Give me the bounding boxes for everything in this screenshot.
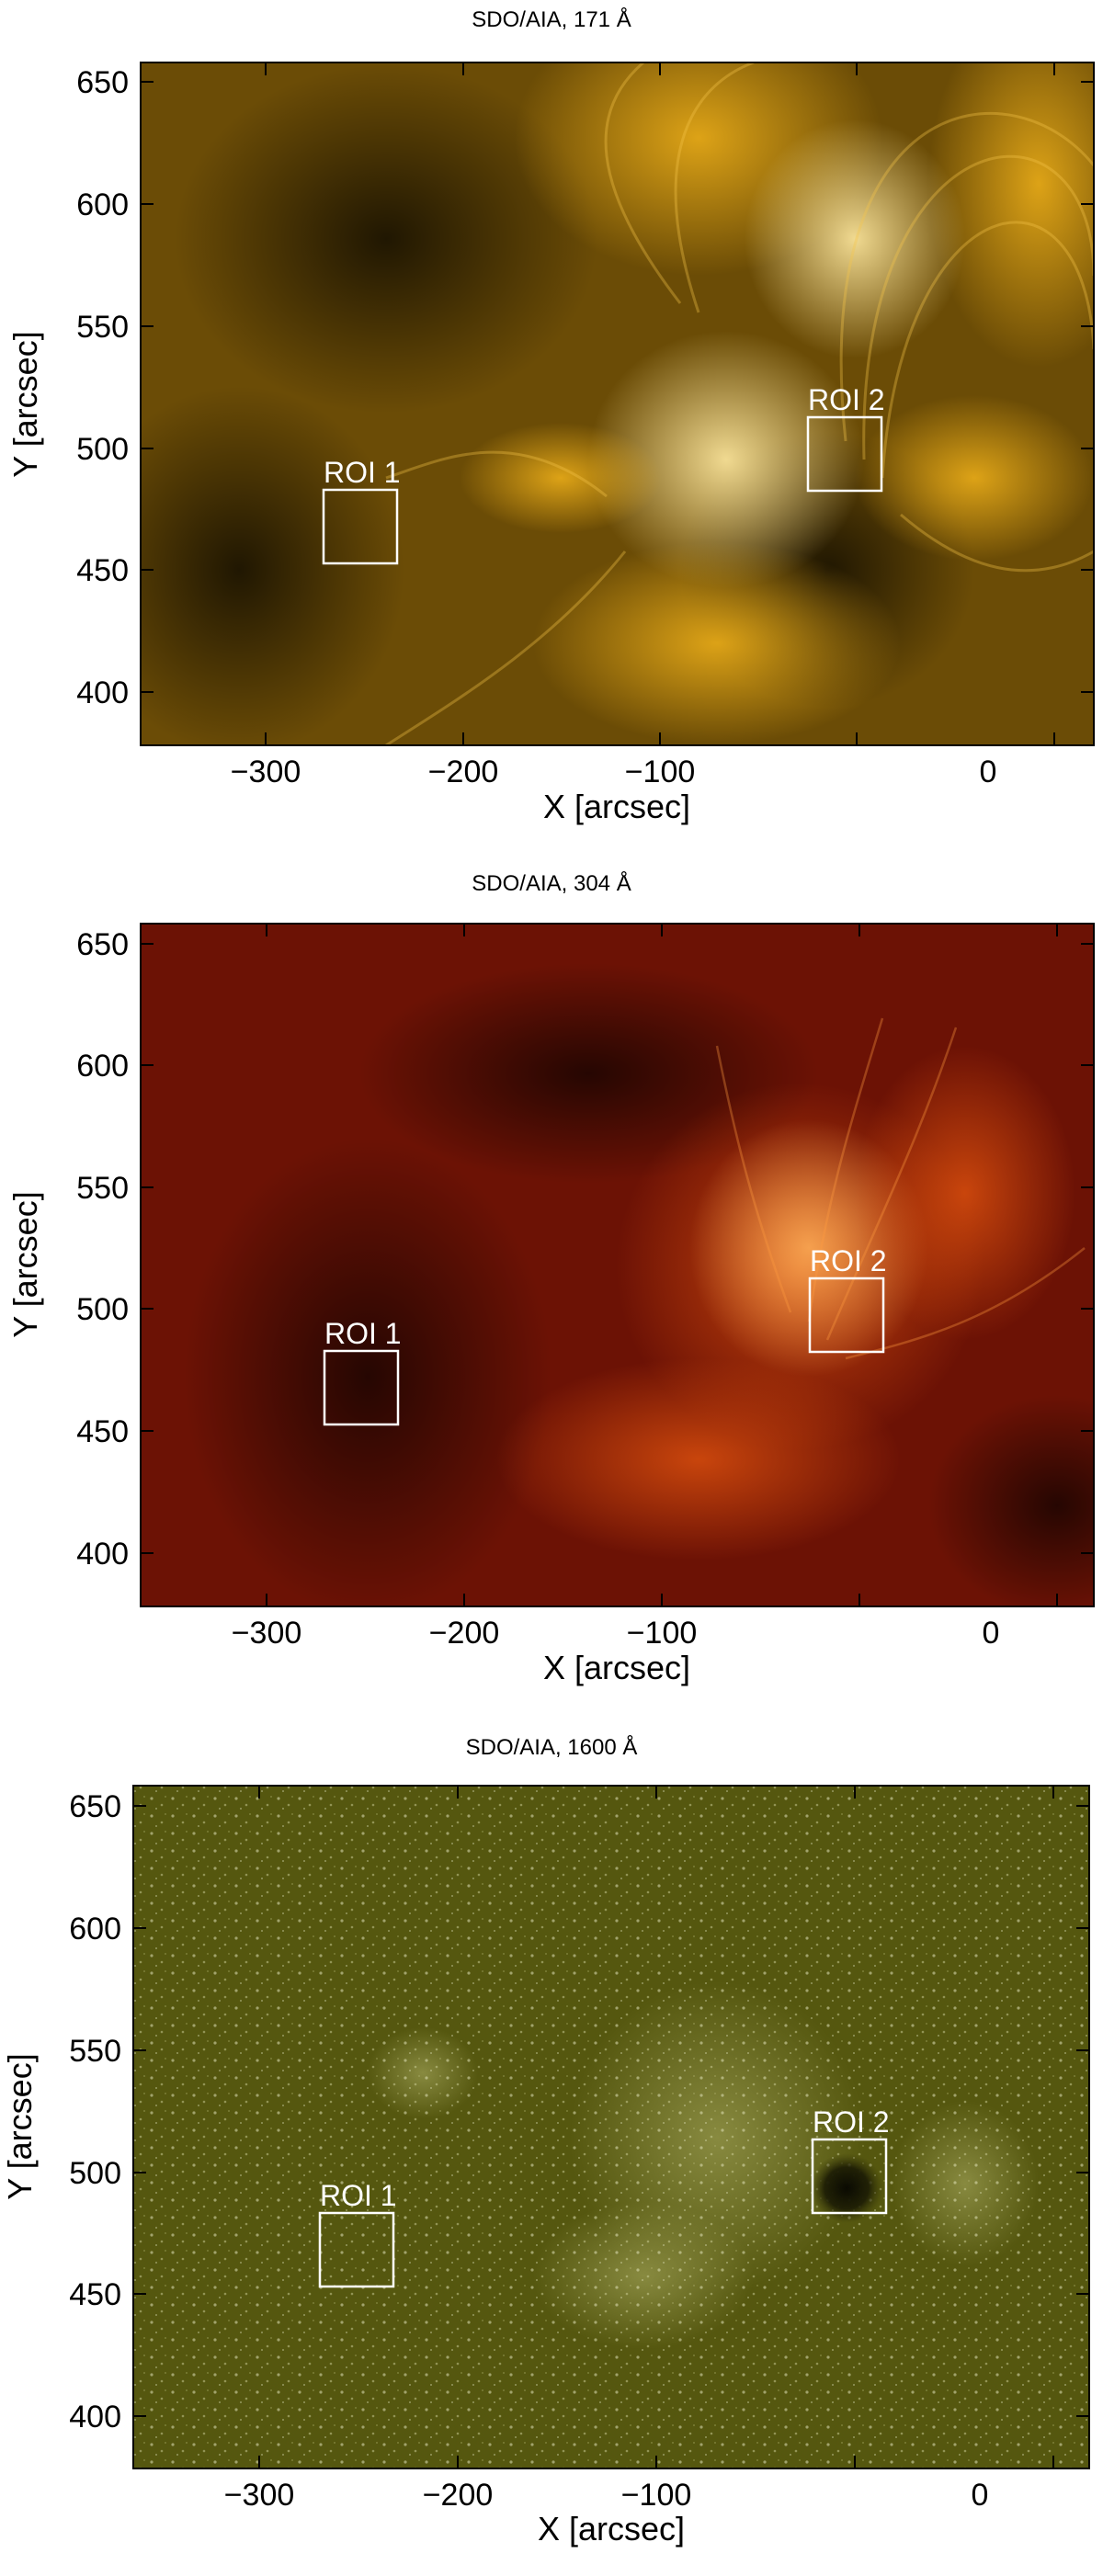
x-tick-label: −200: [423, 2478, 494, 2513]
x-tick-labels: −300 −200 −100 0: [224, 2478, 989, 2513]
x-axis-label: X [arcsec]: [538, 2510, 685, 2548]
y-tick-labels: 650 600 550 500 450 400: [69, 1789, 121, 2434]
roi-1: ROI 1: [322, 456, 401, 565]
y-tick-label: 600: [76, 1049, 129, 1084]
roi-label: ROI 1: [324, 456, 401, 489]
x-axis-ticks: [258, 1786, 1054, 2468]
x-tick-label: −300: [231, 755, 301, 789]
roi-label: ROI 2: [808, 383, 885, 416]
y-tick-label: 550: [76, 310, 129, 345]
plot-frame: [140, 62, 1095, 746]
y-tick-label: 400: [76, 1537, 129, 1572]
solar-image-171: [141, 62, 1094, 745]
image-plot-304: −300 −200 −100 0 650 600 550 500 450 400…: [6, 923, 1095, 1686]
x-tick-label: 0: [972, 2478, 989, 2513]
panel-title: SDO/AIA, 304 Å: [472, 871, 631, 896]
solar-image-304: [141, 924, 1094, 1606]
roi-label: ROI 2: [810, 1244, 887, 1277]
y-tick-label: 600: [69, 1912, 121, 1946]
roi-2: ROI 2: [811, 2105, 890, 2215]
x-tick-label: −200: [428, 755, 499, 789]
y-tick-label: 500: [76, 432, 129, 467]
y-tick-label: 400: [69, 2400, 121, 2434]
x-tick-label: −100: [625, 755, 696, 789]
plot-frame: [140, 923, 1095, 1607]
y-tick-label: 650: [76, 927, 129, 962]
x-tick-label: −100: [621, 2478, 692, 2513]
x-axis-ticks: [266, 924, 1058, 1606]
image-plot-171: −300 −200 −100 0 650 600 550 500 450 400…: [6, 62, 1095, 825]
x-tick-label: −300: [232, 1616, 302, 1651]
image-plot-1600: −300 −200 −100 0 650 600 550 500 450 400…: [1, 1785, 1090, 2548]
y-tick-label: 600: [76, 187, 129, 222]
roi-label: ROI 1: [324, 1317, 402, 1350]
y-tick-label: 450: [76, 553, 129, 588]
y-tick-label: 650: [76, 65, 129, 100]
x-tick-label: −200: [429, 1616, 500, 1651]
panel-171: SDO/AIA, 171 Å: [0, 0, 1103, 852]
y-tick-label: 650: [69, 1789, 121, 1824]
roi-label: ROI 2: [813, 2105, 890, 2139]
x-tick-label: 0: [980, 755, 997, 789]
panel-1600: SDO/AIA, 1600 Å: [0, 1724, 1103, 2576]
x-axis-label: X [arcsec]: [543, 1649, 690, 1686]
y-tick-label: 550: [69, 2034, 121, 2069]
x-tick-label: −300: [224, 2478, 295, 2513]
roi-1: ROI 1: [318, 2179, 397, 2288]
x-axis-ticks: [265, 62, 1055, 745]
y-axis-label: Y [arcsec]: [6, 1191, 44, 1337]
roi-label: ROI 1: [320, 2179, 397, 2212]
y-axis-label: Y [arcsec]: [6, 331, 44, 477]
sunspot: [810, 2153, 883, 2223]
y-tick-label: 500: [76, 1292, 129, 1327]
x-tick-label: −100: [627, 1616, 698, 1651]
y-axis-ticks: [133, 1805, 1089, 2417]
panel-304: SDO/AIA, 304 Å: [0, 862, 1103, 1714]
x-tick-labels: −300 −200 −100 0: [231, 755, 997, 789]
panel-title: SDO/AIA, 1600 Å: [465, 1735, 638, 1760]
y-axis-label: Y [arcsec]: [1, 2053, 39, 2199]
x-tick-labels: −300 −200 −100 0: [232, 1616, 1000, 1651]
y-tick-label: 550: [76, 1171, 129, 1206]
roi-2: ROI 2: [806, 383, 885, 493]
roi-1: ROI 1: [323, 1317, 402, 1426]
y-tick-label: 450: [76, 1414, 129, 1449]
panel-title: SDO/AIA, 171 Å: [472, 7, 631, 32]
roi-2: ROI 2: [808, 1244, 887, 1354]
y-axis-ticks: [141, 81, 1094, 693]
y-tick-label: 400: [76, 675, 129, 710]
x-tick-label: 0: [983, 1616, 1000, 1651]
y-axis-ticks: [141, 943, 1094, 1554]
y-tick-labels: 650 600 550 500 450 400: [76, 65, 129, 710]
solar-image-1600: [133, 1786, 1089, 2468]
x-axis-label: X [arcsec]: [543, 788, 690, 825]
y-tick-labels: 650 600 550 500 450 400: [76, 927, 129, 1572]
y-tick-label: 500: [69, 2156, 121, 2191]
y-tick-label: 450: [69, 2277, 121, 2312]
plot-frame: [132, 1785, 1090, 2469]
